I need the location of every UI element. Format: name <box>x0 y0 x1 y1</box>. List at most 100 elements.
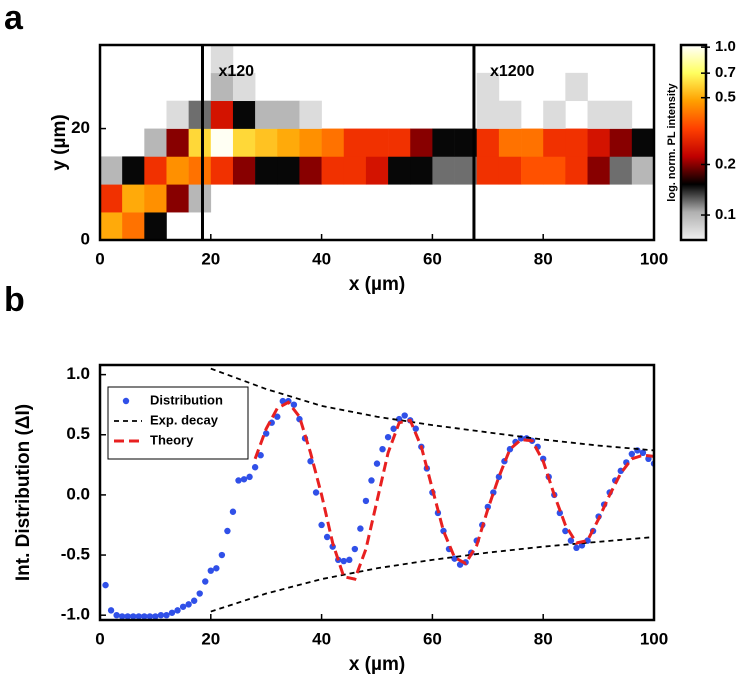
data-point <box>368 477 375 484</box>
heat-cell <box>343 156 367 185</box>
data-point <box>135 613 142 620</box>
data-point <box>168 609 176 616</box>
data-point <box>146 613 154 620</box>
heat-cell <box>609 128 633 157</box>
heat-cell <box>410 128 433 157</box>
data-point <box>318 521 325 529</box>
heat-cell <box>321 156 345 185</box>
data-point <box>130 613 137 620</box>
heat-cell <box>277 128 300 157</box>
cbar-tick-label: 0.5 <box>715 89 736 106</box>
data-point <box>179 603 187 610</box>
heat-cell <box>166 128 189 157</box>
data-point <box>257 452 264 459</box>
cbar-tick-label: 0.1 <box>715 206 736 223</box>
data-point <box>279 397 287 405</box>
heat-cell <box>521 156 544 185</box>
y-tick-label: -0.5 <box>61 545 90 564</box>
heat-cell <box>321 128 345 157</box>
line-series <box>210 536 654 613</box>
heat-cell <box>498 156 522 185</box>
data-point <box>202 578 209 585</box>
x-tick-label: 80 <box>534 249 553 268</box>
data-point <box>251 464 259 471</box>
heat-cell <box>587 156 610 185</box>
data-point <box>323 533 331 541</box>
heat-cell <box>609 100 633 129</box>
data-point <box>395 415 403 423</box>
data-point <box>639 449 647 457</box>
heat-cell <box>122 212 145 240</box>
data-point <box>124 613 131 620</box>
data-point <box>346 556 353 564</box>
data-point <box>451 555 458 562</box>
x-tick-label: 0 <box>95 249 104 268</box>
heat-cell <box>543 100 566 129</box>
heat-cell <box>432 156 455 185</box>
annotation: x1200 <box>490 63 535 80</box>
heat-cell <box>210 72 234 102</box>
plot-frame <box>98 363 656 622</box>
y-tick-label: -1.0 <box>61 605 90 624</box>
data-point <box>351 545 359 553</box>
heat-cell <box>144 212 167 240</box>
data-point <box>357 525 364 532</box>
data-point <box>118 613 126 620</box>
plot-area <box>100 45 654 240</box>
heat-cell <box>631 128 654 157</box>
x-axis-label: x (µm) <box>349 274 405 295</box>
heat-cell <box>476 128 500 157</box>
heat-cell <box>543 156 566 185</box>
x-tick-label: 60 <box>423 249 442 268</box>
heat-cell <box>565 156 588 185</box>
data-point <box>246 473 253 481</box>
legend-label: Exp. decay <box>150 412 219 427</box>
data-point <box>340 557 347 565</box>
x-tick-label: 40 <box>312 249 331 268</box>
heat-cell <box>210 100 234 129</box>
plot-area <box>102 367 654 620</box>
heat-cell <box>144 156 167 185</box>
data-point <box>141 613 148 620</box>
data-point <box>373 460 381 467</box>
heat-cell <box>188 156 212 185</box>
data-point <box>224 527 231 535</box>
data-point <box>390 425 397 432</box>
y-tick-label: 0.5 <box>66 424 90 443</box>
panel-label: a <box>4 0 24 37</box>
heat-cell <box>100 212 123 240</box>
x-tick-label: 100 <box>640 629 668 648</box>
heat-cell <box>232 72 256 102</box>
x-tick-label: 100 <box>640 249 668 268</box>
heat-cell <box>565 72 588 102</box>
heat-cell <box>210 45 234 74</box>
heat-cell <box>210 156 234 185</box>
heat-cell <box>100 184 123 213</box>
line-series <box>210 367 654 452</box>
heat-cell <box>188 100 212 129</box>
heat-cell <box>122 156 145 185</box>
heat-cell <box>144 128 167 157</box>
y-axis-label: Int. Distribution (ΔI) <box>13 404 34 581</box>
data-point <box>229 508 237 515</box>
heat-cell <box>166 184 189 213</box>
heat-cell <box>299 156 322 185</box>
data-point <box>384 433 392 441</box>
data-point <box>567 537 575 544</box>
plot-frame <box>98 43 656 242</box>
heat-cell <box>365 156 389 185</box>
panel-label: b <box>4 281 25 319</box>
data-point <box>174 607 181 614</box>
heat-cell <box>255 100 278 129</box>
data-point <box>157 611 165 619</box>
heat-cell <box>543 128 566 157</box>
heat-cell <box>166 156 189 185</box>
data-point <box>190 597 198 604</box>
data-point <box>307 458 314 465</box>
heat-cell <box>277 100 300 129</box>
heat-cell <box>565 128 588 157</box>
data-point <box>274 413 281 420</box>
data-point <box>362 497 370 505</box>
y-tick-label: 1.0 <box>66 364 90 383</box>
heat-cell <box>255 156 278 185</box>
